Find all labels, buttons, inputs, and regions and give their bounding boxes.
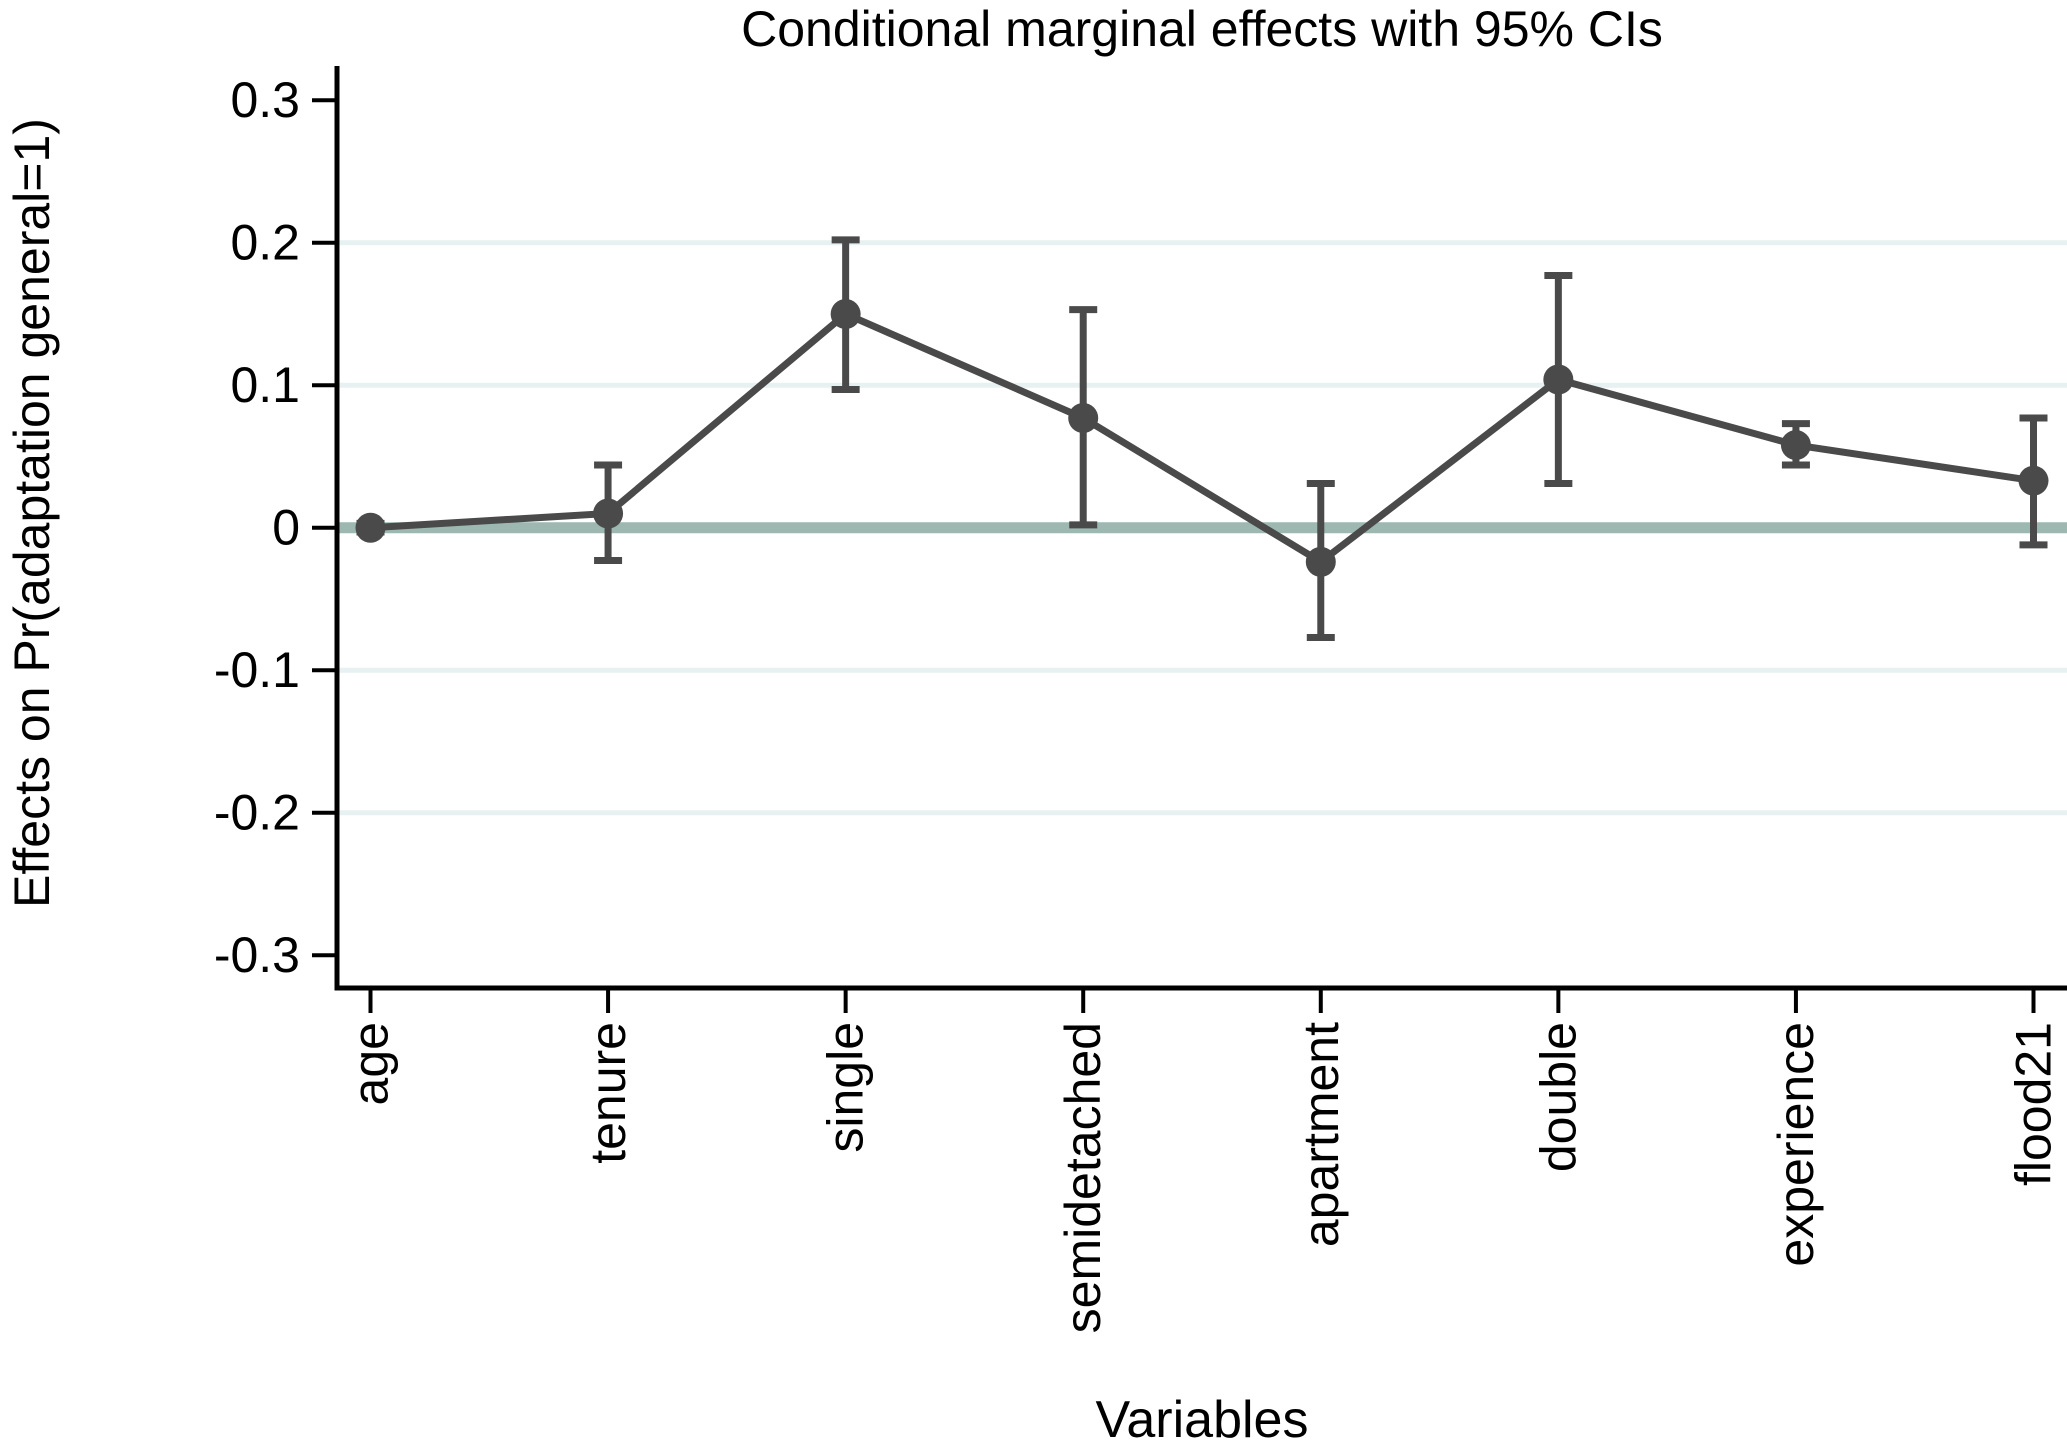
- data-point-age: [355, 512, 386, 543]
- x-tick-label-semidetached: semidetached: [1055, 1022, 1111, 1333]
- x-tick-label-single: single: [818, 1022, 874, 1153]
- data-point-tenure: [593, 498, 624, 529]
- data-point-semidetached: [1068, 402, 1099, 433]
- chart-title: Conditional marginal effects with 95% CI…: [741, 1, 1663, 57]
- y-tick-label: 0: [272, 500, 300, 556]
- series-line: [370, 309, 2035, 567]
- y-tick-label: -0.1: [214, 642, 300, 698]
- data-point-single: [830, 298, 861, 329]
- y-tick-label: 0.2: [230, 215, 300, 271]
- x-tick-label-age: age: [343, 1022, 399, 1105]
- y-tick-label: -0.3: [214, 927, 300, 983]
- data-point-apartment: [1305, 546, 1336, 577]
- data-point-flood21: [2018, 465, 2049, 496]
- data-point-double: [1543, 364, 1574, 395]
- y-tick-label: 0.3: [230, 72, 300, 128]
- x-tick-label-tenure: tenure: [580, 1022, 636, 1164]
- x-tick-label-experience: experience: [1768, 1022, 1824, 1267]
- y-tick-label: -0.2: [214, 785, 300, 841]
- x-tick-label-apartment: apartment: [1293, 1022, 1349, 1247]
- data-point-experience: [1780, 430, 1811, 461]
- x-tick-label-flood21: flood21: [2006, 1022, 2062, 1186]
- x-axis-title: Variables: [1095, 1391, 1309, 1449]
- y-tick-label: 0.1: [230, 357, 300, 413]
- x-tick-label-double: double: [1530, 1022, 1586, 1172]
